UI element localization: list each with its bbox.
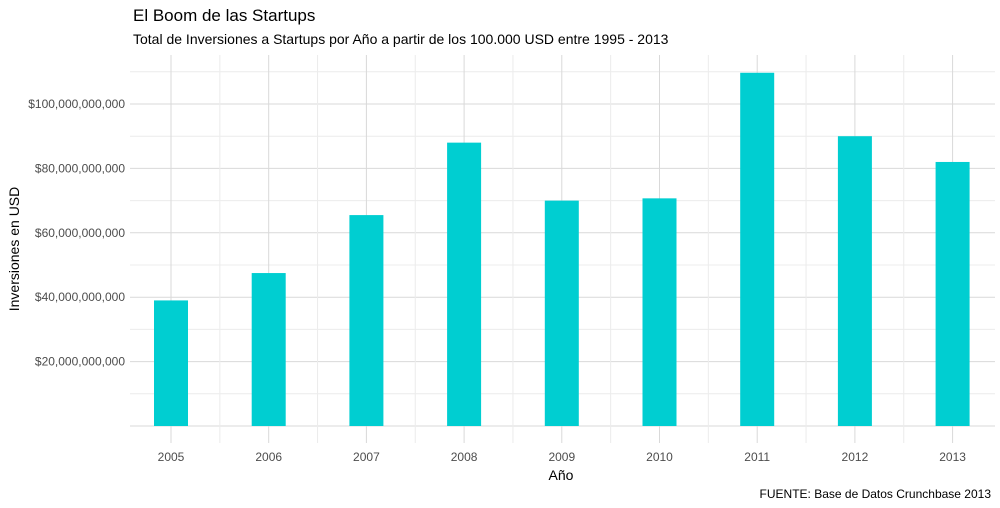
chart-subtitle: Total de Inversiones a Startups por Año … [133, 31, 669, 47]
x-tick-label: 2005 [158, 450, 185, 464]
bars [154, 72, 970, 427]
bar-2011 [740, 72, 775, 427]
bar-2012 [837, 136, 872, 426]
x-tick-label: 2006 [255, 450, 282, 464]
y-axis-ticks: $20,000,000,000 $40,000,000,000 $60,000,00… [28, 97, 125, 369]
bar-2009 [544, 200, 579, 426]
bar-2007 [349, 215, 384, 426]
x-tick-label: 2012 [842, 450, 869, 464]
bar-2006 [251, 273, 286, 426]
bar-2010 [642, 198, 677, 426]
y-tick-label: $40,000,000,000 [35, 290, 125, 304]
x-tick-label: 2013 [939, 450, 966, 464]
x-tick-label: 2008 [451, 450, 478, 464]
bar-2013 [935, 161, 970, 426]
x-tick-label: 2010 [646, 450, 673, 464]
chart-caption: FUENTE: Base de Datos Crunchbase 2013 [759, 487, 991, 501]
bar-2005 [154, 300, 188, 426]
x-axis-ticks: 2005 2006 2007 2008 2009 2010 2011 2012 2013 [158, 450, 967, 464]
x-axis-title: Año [549, 467, 574, 483]
x-tick-label: 2007 [353, 450, 380, 464]
y-axis-title: Inversiones en USD [6, 187, 22, 312]
y-tick-label: $100,000,000,000 [28, 97, 125, 111]
chart-title: El Boom de las Startups [133, 6, 316, 25]
x-tick-label: 2009 [548, 450, 575, 464]
y-tick-label: $60,000,000,000 [35, 226, 125, 240]
bar-2008 [447, 142, 482, 426]
x-tick-label: 2011 [744, 450, 770, 464]
y-tick-label: $20,000,000,000 [35, 355, 125, 369]
y-tick-label: $80,000,000,000 [35, 161, 125, 175]
